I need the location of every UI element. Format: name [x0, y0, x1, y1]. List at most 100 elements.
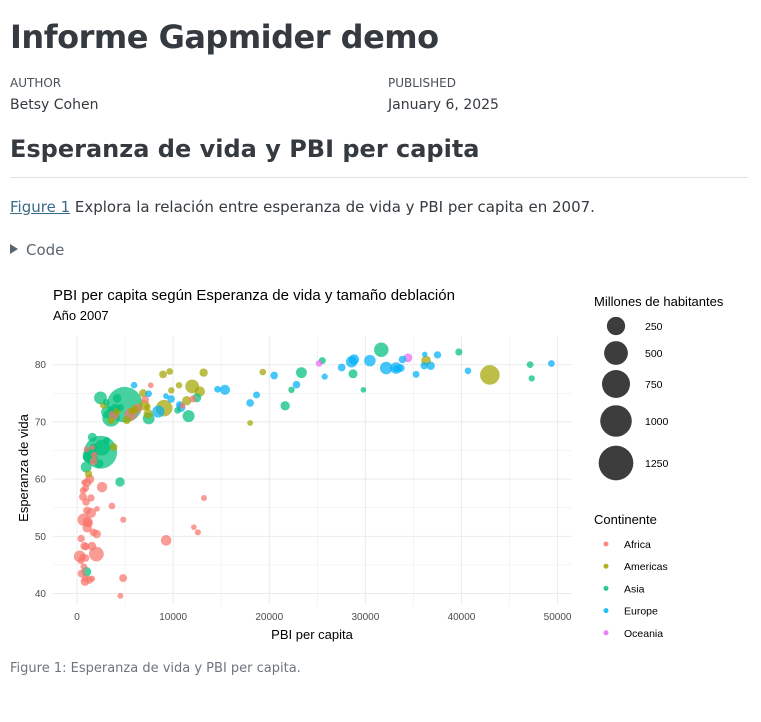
- data-point-asia: [174, 407, 181, 414]
- x-axis-title: PBI per capita: [271, 627, 353, 642]
- data-point-africa: [91, 451, 98, 459]
- data-point-americas: [143, 409, 153, 419]
- data-point-europe: [214, 385, 221, 393]
- figure-link[interactable]: Figure 1: [10, 198, 71, 216]
- data-point-asia: [116, 404, 124, 412]
- data-point-asia: [374, 342, 389, 357]
- figure-caption: Figure 1: Esperanza de vida y PBI per ca…: [10, 661, 301, 676]
- x-tick-label: 20000: [255, 612, 283, 623]
- color-legend-label: Europe: [624, 606, 658, 618]
- data-point-americas: [199, 368, 208, 377]
- data-point-americas: [168, 387, 175, 394]
- data-point-europe: [163, 393, 169, 399]
- color-legend-key: [603, 608, 609, 614]
- page-title: Informe Gapmider demo: [10, 18, 439, 56]
- data-point-europe: [246, 399, 254, 407]
- chart-subtitle: Año 2007: [53, 308, 109, 323]
- data-point-americas: [175, 381, 183, 389]
- data-point-europe: [426, 361, 435, 370]
- size-legend-label: 1000: [645, 416, 669, 428]
- data-point-asia: [348, 369, 358, 379]
- data-point-asia: [360, 386, 367, 393]
- data-point-europe: [167, 395, 175, 403]
- data-point-europe: [548, 360, 555, 367]
- size-legend-key: [601, 369, 631, 399]
- data-point-africa: [84, 519, 93, 528]
- data-point-africa: [89, 575, 96, 582]
- size-legend-key: [606, 316, 626, 336]
- size-legend-key: [604, 341, 628, 365]
- data-point-africa: [79, 553, 86, 560]
- intro-paragraph: Figure 1 Explora la relación entre esper…: [10, 198, 595, 216]
- code-toggle[interactable]: Code: [10, 241, 64, 259]
- y-tick-label: 80: [35, 360, 47, 371]
- data-point-africa: [89, 528, 98, 537]
- data-point-africa: [83, 446, 90, 453]
- data-point-africa: [77, 569, 86, 578]
- data-point-asia: [87, 432, 97, 442]
- data-point-africa: [81, 479, 88, 486]
- data-point-asia: [94, 439, 111, 456]
- data-point-asia: [526, 361, 534, 369]
- data-point-africa: [160, 535, 172, 546]
- size-legend-title: Millones de habitantes: [594, 294, 724, 309]
- data-point-americas: [122, 416, 131, 425]
- size-legend-key: [598, 445, 634, 481]
- color-legend-label: Americas: [624, 561, 668, 573]
- data-point-europe: [422, 351, 428, 358]
- data-point-africa: [194, 529, 201, 536]
- data-point-europe: [398, 355, 407, 364]
- color-legend-label: Asia: [624, 583, 645, 595]
- data-point-asia: [102, 399, 110, 406]
- x-tick-label: 50000: [544, 612, 572, 623]
- data-point-americas: [139, 389, 148, 398]
- data-point-europe: [420, 362, 428, 370]
- x-tick-label: 10000: [159, 612, 187, 623]
- data-point-africa: [200, 494, 207, 501]
- data-point-asia: [455, 348, 463, 356]
- y-tick-label: 50: [35, 532, 47, 543]
- data-point-asia: [115, 477, 125, 487]
- size-legend-key: [600, 405, 632, 437]
- data-point-africa: [87, 494, 95, 502]
- color-legend-key: [603, 630, 609, 636]
- data-point-asia: [295, 367, 307, 379]
- data-point-africa: [96, 481, 108, 493]
- data-point-africa: [119, 574, 128, 583]
- chart-ticks: 0 10000 20000 30000 40000 50000 40 50 60 70 80: [35, 360, 572, 623]
- data-point-africa: [191, 524, 197, 530]
- data-point-europe: [337, 363, 346, 372]
- author-label: AUTHOR: [10, 76, 62, 90]
- data-point-europe: [270, 371, 278, 380]
- data-point-europe: [348, 354, 360, 365]
- size-legend-label: 500: [645, 348, 663, 360]
- data-point-africa: [94, 506, 100, 512]
- data-point-americas: [247, 420, 254, 426]
- data-point-americas: [159, 370, 167, 379]
- data-point-europe: [392, 365, 400, 373]
- data-point-asia: [528, 375, 535, 382]
- data-point-africa: [141, 395, 150, 404]
- color-legend-label: Africa: [624, 539, 651, 551]
- data-point-africa: [77, 534, 85, 543]
- data-point-africa: [189, 395, 197, 403]
- y-tick-label: 40: [35, 589, 47, 600]
- data-point-europe: [152, 405, 165, 418]
- data-point-africa: [147, 382, 154, 389]
- x-tick-label: 40000: [448, 612, 476, 623]
- data-point-europe: [130, 381, 138, 389]
- color-legend-key: [603, 541, 609, 547]
- color-legend-title: Continente: [594, 512, 657, 527]
- data-point-americas: [84, 470, 93, 478]
- data-point-africa: [82, 542, 90, 551]
- size-legend-label: 250: [645, 321, 663, 333]
- data-point-asia: [80, 461, 92, 473]
- data-point-africa: [89, 444, 96, 451]
- data-point-americas: [259, 368, 267, 376]
- x-tick-label: 30000: [351, 612, 379, 623]
- y-tick-label: 70: [35, 417, 47, 428]
- data-point-africa: [117, 592, 124, 599]
- data-point-asia: [280, 401, 290, 411]
- data-point-americas: [144, 403, 151, 411]
